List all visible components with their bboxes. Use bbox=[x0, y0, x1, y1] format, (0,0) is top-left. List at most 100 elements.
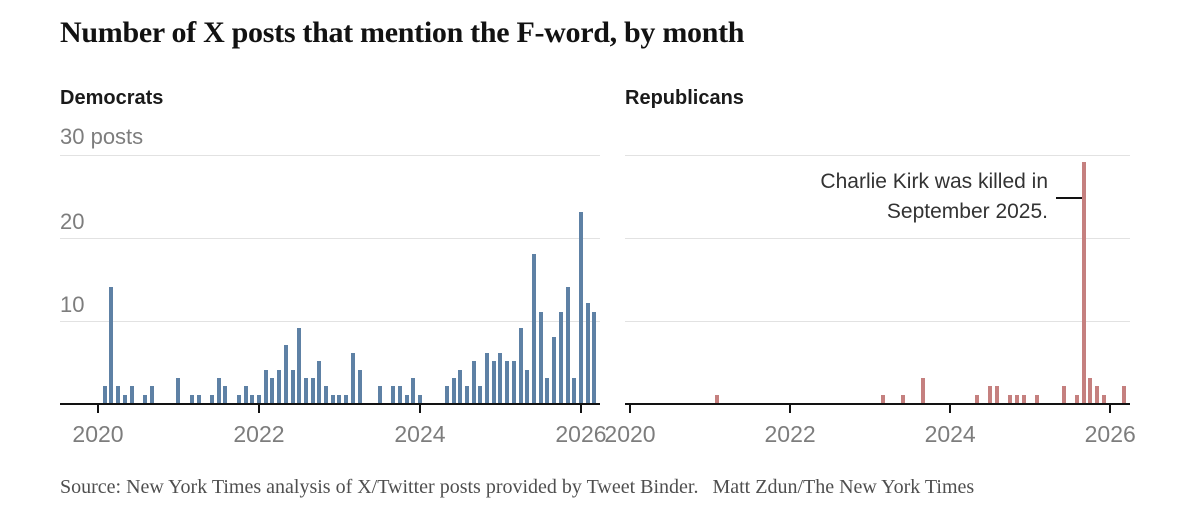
x-tick-label-2020: 2020 bbox=[72, 421, 124, 447]
x-tick-label-2022: 2022 bbox=[764, 421, 816, 447]
bar-democrats-2025-07 bbox=[538, 312, 543, 403]
bar-democrats-2020-04 bbox=[116, 386, 121, 403]
bar-democrats-2021-10 bbox=[236, 395, 241, 403]
bar-republicans-2025-06 bbox=[1061, 386, 1066, 403]
bar-democrats-2025-06 bbox=[532, 254, 537, 403]
bar-democrats-2024-12 bbox=[491, 361, 496, 403]
bar-democrats-2020-03 bbox=[109, 287, 114, 403]
bar-republicans-2023-09 bbox=[921, 378, 926, 403]
x-tick-label-2020: 2020 bbox=[604, 421, 656, 447]
x-tick-2024 bbox=[949, 405, 952, 413]
bar-democrats-2025-08 bbox=[545, 378, 550, 403]
bar-democrats-2022-02 bbox=[263, 370, 268, 403]
bar-republicans-2025-08 bbox=[1074, 395, 1079, 403]
bar-republicans-2026-03 bbox=[1121, 386, 1126, 403]
bar-republicans-2025-09 bbox=[1081, 162, 1086, 403]
bar-democrats-2020-09 bbox=[149, 386, 154, 403]
bar-democrats-2023-11 bbox=[404, 395, 409, 403]
democrats-plot-area: 20 10 2020 2022 2024 2026 bbox=[60, 155, 607, 447]
bar-republicans-2024-10 bbox=[1008, 395, 1013, 403]
bar-democrats-2022-01 bbox=[256, 395, 261, 403]
bar-democrats-2023-07 bbox=[377, 386, 382, 403]
y-axis-unit-label: 30 posts bbox=[60, 124, 144, 149]
gridline-10 bbox=[625, 321, 1130, 322]
bar-republicans-2024-08 bbox=[994, 386, 999, 403]
bar-republicans-2024-12 bbox=[1021, 395, 1026, 403]
bar-democrats-2022-08 bbox=[303, 378, 308, 403]
x-tick-label-2022: 2022 bbox=[233, 421, 285, 447]
bar-democrats-2022-09 bbox=[310, 378, 315, 403]
bar-democrats-2021-03 bbox=[189, 395, 194, 403]
republicans-plot-area: Charlie Kirk was killed in September 202… bbox=[604, 155, 1136, 447]
bar-republicans-2023-06 bbox=[901, 395, 906, 403]
bar-democrats-2021-06 bbox=[210, 395, 215, 403]
bar-democrats-2025-03 bbox=[511, 361, 516, 403]
bar-democrats-2023-04 bbox=[357, 370, 362, 403]
annotation-text: Charlie Kirk was killed in September 202… bbox=[625, 167, 1048, 227]
y-tick-label-20: 20 bbox=[60, 209, 85, 234]
bar-democrats-2022-10 bbox=[317, 361, 322, 403]
gridline-20 bbox=[60, 238, 600, 239]
bar-democrats-2021-04 bbox=[196, 395, 201, 403]
bar-democrats-2023-01 bbox=[337, 395, 342, 403]
x-tick-label-2026: 2026 bbox=[1084, 421, 1136, 447]
panel-republicans-label: Republicans bbox=[625, 87, 744, 109]
x-tick-label-2024: 2024 bbox=[394, 421, 446, 447]
bar-democrats-2025-05 bbox=[525, 370, 530, 403]
bar-democrats-2020-08 bbox=[142, 395, 147, 403]
bar-democrats-2024-07 bbox=[458, 370, 463, 403]
bar-republicans-2024-11 bbox=[1014, 395, 1019, 403]
bar-democrats-2022-04 bbox=[277, 370, 282, 403]
bar-democrats-2022-11 bbox=[324, 386, 329, 403]
bar-republicans-2025-12 bbox=[1101, 395, 1106, 403]
bar-republicans-2021-02 bbox=[714, 395, 719, 403]
bar-democrats-2023-09 bbox=[391, 386, 396, 403]
bar-democrats-2020-02 bbox=[102, 386, 107, 403]
x-tick-2024 bbox=[418, 405, 421, 413]
bar-democrats-2022-03 bbox=[270, 378, 275, 403]
bar-democrats-2021-11 bbox=[243, 386, 248, 403]
gridline-10 bbox=[60, 321, 600, 322]
x-tick-2020 bbox=[97, 405, 99, 413]
annotation-line-2: September 2025. bbox=[886, 200, 1048, 223]
x-tick-2022 bbox=[257, 405, 260, 413]
bar-democrats-2025-12 bbox=[572, 378, 577, 403]
bar-democrats-2021-01 bbox=[176, 378, 181, 403]
bar-democrats-2023-12 bbox=[411, 378, 416, 403]
bar-democrats-2022-07 bbox=[297, 328, 302, 403]
panel-democrats: Democrats 30 posts 20 10 2020 2022 2024 202… bbox=[60, 85, 607, 465]
bar-democrats-2025-04 bbox=[518, 328, 523, 403]
bar-democrats-2026-02 bbox=[585, 303, 590, 403]
x-axis-line bbox=[60, 403, 600, 405]
panel-democrats-label: Democrats bbox=[60, 87, 164, 109]
x-tick-2020 bbox=[629, 405, 631, 413]
bar-democrats-2026-01 bbox=[578, 212, 583, 403]
annotation-leader-line bbox=[1056, 197, 1082, 199]
bar-democrats-2024-08 bbox=[464, 386, 469, 403]
bar-democrats-2023-02 bbox=[344, 395, 349, 403]
bar-republicans-2025-10 bbox=[1088, 378, 1093, 403]
bar-democrats-2025-09 bbox=[552, 337, 557, 403]
bar-democrats-2024-09 bbox=[471, 361, 476, 403]
bar-democrats-2022-05 bbox=[283, 345, 288, 403]
x-tick-2026 bbox=[1109, 405, 1112, 413]
x-tick-label-2026: 2026 bbox=[555, 421, 607, 447]
bar-democrats-2025-01 bbox=[498, 353, 503, 403]
bar-democrats-2025-02 bbox=[505, 361, 510, 403]
page-title: Number of X posts that mention the F-wor… bbox=[60, 16, 745, 49]
byline-text: Matt Zdun/The New York Times bbox=[712, 476, 975, 498]
bar-democrats-2024-10 bbox=[478, 386, 483, 403]
bar-republicans-2025-11 bbox=[1094, 386, 1099, 403]
bar-democrats-2021-08 bbox=[223, 386, 228, 403]
bar-democrats-2020-05 bbox=[122, 395, 127, 403]
bar-democrats-2024-05 bbox=[444, 386, 449, 403]
bar-republicans-2024-05 bbox=[974, 395, 979, 403]
bar-democrats-2021-07 bbox=[216, 378, 221, 403]
bar-republicans-2025-02 bbox=[1034, 395, 1039, 403]
panel-republicans: Republicans Charlie Kirk was killed in S… bbox=[604, 85, 1136, 465]
bar-democrats-2025-11 bbox=[565, 287, 570, 403]
x-axis-line bbox=[625, 403, 1130, 405]
bar-republicans-2023-03 bbox=[881, 395, 886, 403]
bar-democrats-2020-06 bbox=[129, 386, 134, 403]
